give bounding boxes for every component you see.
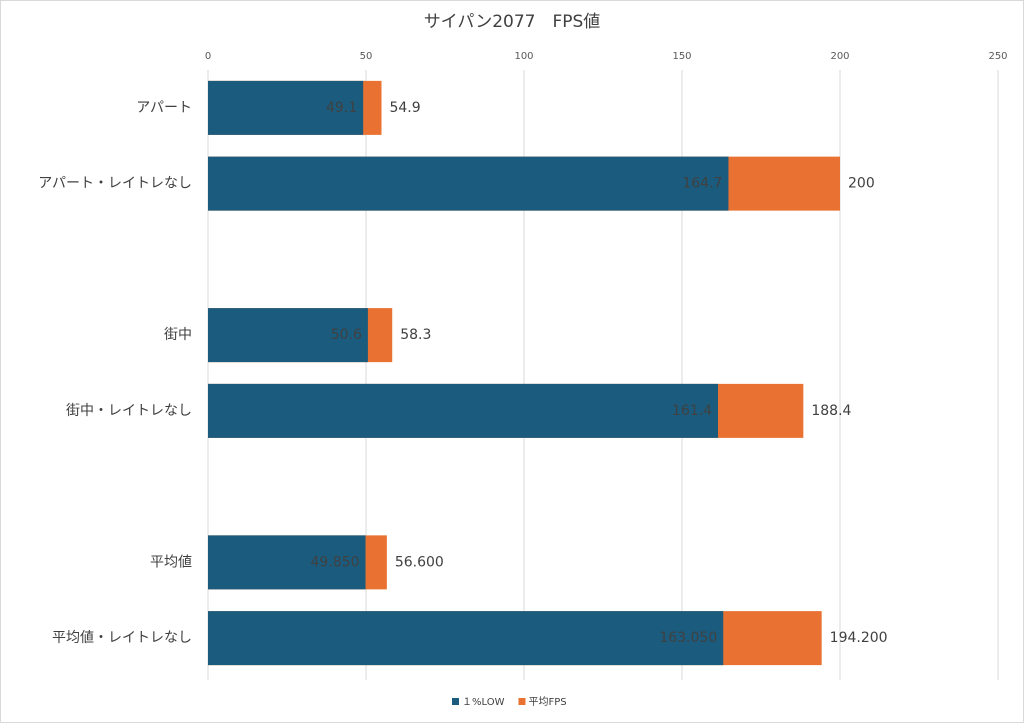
value-label: 49.850 [311,554,360,570]
value-label: 49.1 [326,100,357,116]
legend-swatch [518,698,526,705]
y-tick-label: 平均値・レイトレなし [52,630,192,646]
x-tick-label: 100 [514,51,533,62]
bar [208,611,724,666]
value-label: 161.4 [672,403,712,419]
bar [208,535,366,590]
x-tick-label: 50 [360,51,373,62]
chart-title: サイパン2077 FPS値 [424,12,601,32]
bar [208,156,729,211]
value-label: 50.6 [331,327,362,343]
value-label: 194.200 [830,630,888,646]
x-tick-label: 200 [830,51,849,62]
bar [208,383,719,438]
legend-swatch [452,698,459,705]
y-tick-label: アパート・レイトレなし [38,176,192,192]
y-tick-label: 街中・レイトレなし [66,403,192,419]
y-tick-label: 平均値 [150,554,192,570]
value-label: 58.3 [400,327,431,343]
legend-label: 平均FPS [528,696,566,708]
x-tick-label: 150 [672,51,691,62]
value-label: 200 [848,176,875,192]
x-tick-label: 0 [205,51,211,62]
bar [208,308,368,363]
value-label: 56.600 [395,554,444,570]
y-tick-label: アパート [136,100,192,116]
value-label: 163.050 [659,630,717,646]
bar [208,80,364,135]
y-tick-label: 街中 [164,327,192,343]
value-label: 188.4 [811,403,851,419]
x-tick-label: 250 [988,51,1007,62]
legend-label: １%LOW [462,697,505,708]
value-label: 54.9 [389,100,420,116]
value-label: 164.7 [682,176,722,192]
